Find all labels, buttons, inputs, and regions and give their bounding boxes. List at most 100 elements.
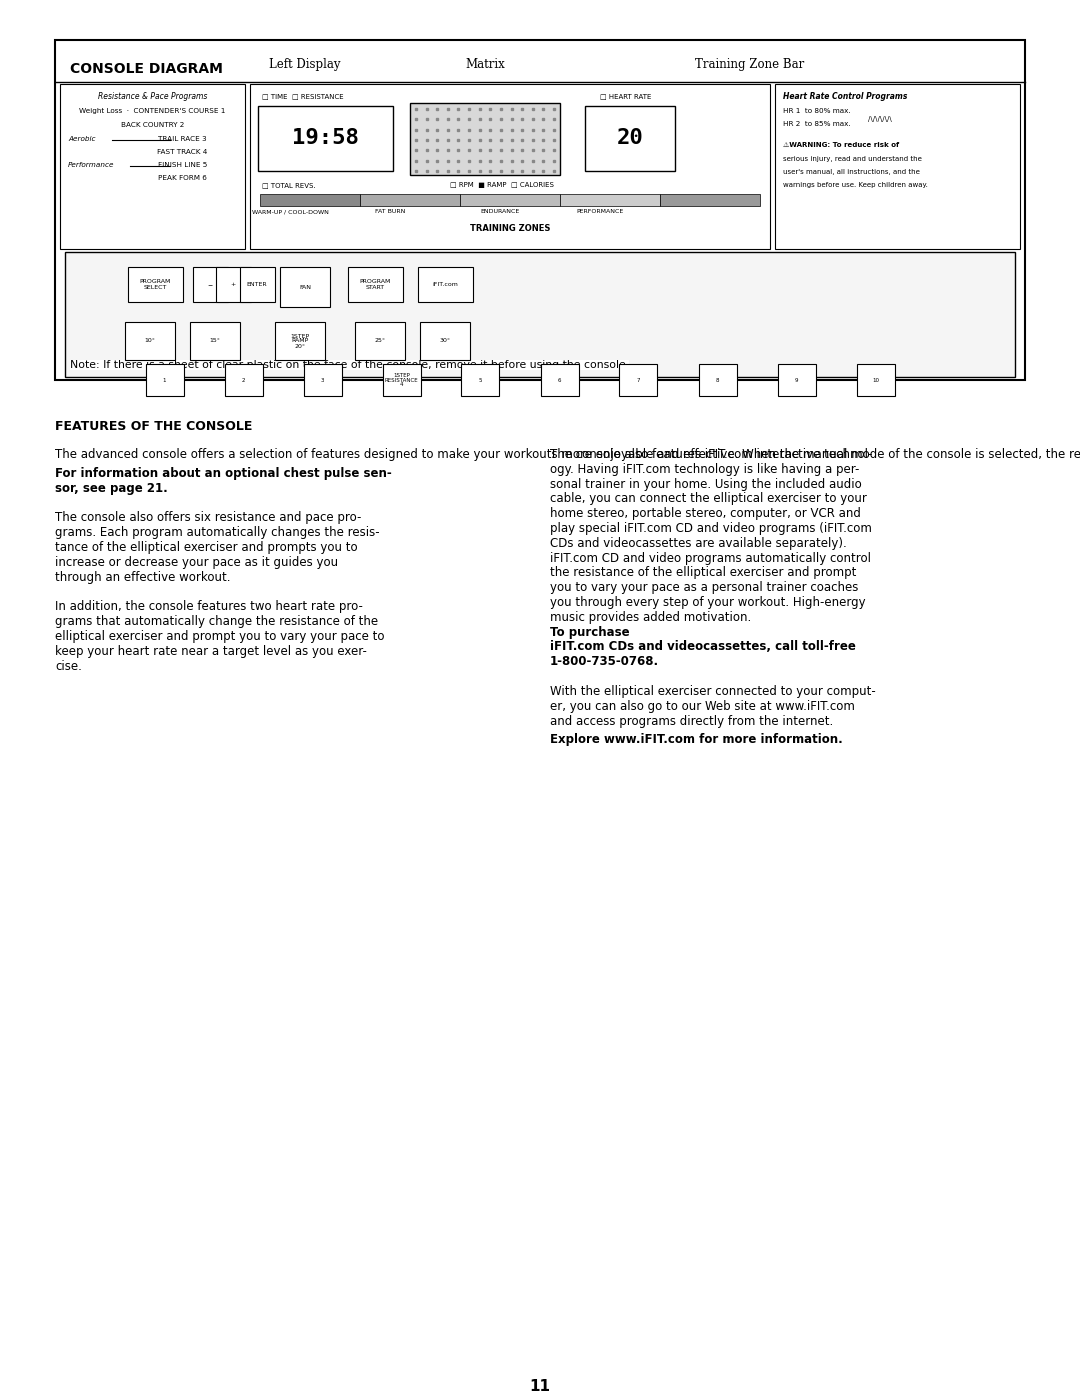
Bar [216, 267, 251, 302]
Bar [382, 365, 420, 395]
Text: Aerobic: Aerobic [68, 136, 95, 142]
Text: 9: 9 [795, 377, 798, 383]
Text: 5: 5 [478, 377, 483, 383]
Text: PROGRAM
START: PROGRAM START [360, 279, 391, 291]
Text: The console also offers six resistance and pace pro-: The console also offers six resistance a… [55, 511, 362, 524]
Text: Weight Loss  ·  CONTENDER'S COURSE 1: Weight Loss · CONTENDER'S COURSE 1 [79, 108, 226, 115]
Text: □ TIME  □ RESISTANCE: □ TIME □ RESISTANCE [262, 94, 343, 99]
Text: 8: 8 [716, 377, 719, 383]
Text: 10: 10 [872, 377, 879, 383]
Bar [355, 321, 405, 360]
Text: With the elliptical exerciser connected to your comput-: With the elliptical exerciser connected … [550, 685, 876, 698]
Text: ⚠WARNING: To reduce risk of: ⚠WARNING: To reduce risk of [783, 142, 900, 148]
Text: FAST TRACK 4: FAST TRACK 4 [158, 149, 207, 155]
Text: 1STEP
RAMP
20°: 1STEP RAMP 20° [291, 334, 310, 348]
Text: elliptical exerciser and prompt you to vary your pace to: elliptical exerciser and prompt you to v… [55, 630, 384, 643]
Text: 30°: 30° [440, 338, 450, 344]
Text: home stereo, portable stereo, computer, or VCR and: home stereo, portable stereo, computer, … [550, 507, 861, 520]
Text: PEAK FORM 6: PEAK FORM 6 [158, 175, 207, 182]
Text: WARM-UP / COOL-DOWN: WARM-UP / COOL-DOWN [252, 210, 328, 214]
Text: PERFORMANCE: PERFORMANCE [577, 210, 623, 214]
Bar [540, 365, 579, 395]
Bar [410, 103, 561, 175]
Text: FEATURES OF THE CONSOLE: FEATURES OF THE CONSOLE [55, 420, 253, 433]
Text: −: − [207, 282, 213, 286]
Bar [561, 194, 660, 205]
Text: FAN: FAN [299, 285, 311, 289]
Bar [60, 84, 245, 249]
Text: 2: 2 [242, 377, 245, 383]
Text: 1-800-735-0768.: 1-800-735-0768. [550, 655, 659, 668]
Text: CDs and videocassettes are available separately).: CDs and videocassettes are available sep… [550, 536, 847, 550]
Text: 3: 3 [321, 377, 324, 383]
Text: □ HEART RATE: □ HEART RATE [600, 94, 651, 99]
Text: □ TOTAL REVS.: □ TOTAL REVS. [262, 182, 315, 189]
Text: increase or decrease your pace as it guides you: increase or decrease your pace as it gui… [55, 556, 338, 569]
Text: cise.: cise. [55, 659, 82, 672]
Text: Matrix: Matrix [465, 59, 504, 71]
Bar [225, 365, 262, 395]
Text: through an effective workout.: through an effective workout. [55, 570, 230, 584]
Text: The console also features iFIT.com interactive technol-: The console also features iFIT.com inter… [550, 448, 873, 461]
Text: iFIT.com: iFIT.com [432, 282, 458, 286]
Text: 1: 1 [163, 377, 166, 383]
Bar [418, 267, 473, 302]
Text: HR 1  to 80% max.: HR 1 to 80% max. [783, 108, 851, 115]
Bar [360, 194, 460, 205]
Text: 20: 20 [617, 129, 644, 148]
Text: 15°: 15° [210, 338, 220, 344]
Bar [461, 365, 499, 395]
Text: grams. Each program automatically changes the resis-: grams. Each program automatically change… [55, 527, 380, 539]
Text: Training Zone Bar: Training Zone Bar [696, 59, 805, 71]
Bar [620, 365, 658, 395]
Bar [280, 267, 330, 307]
Text: user's manual, all instructions, and the: user's manual, all instructions, and the [783, 169, 920, 175]
Text: and access programs directly from the internet.: and access programs directly from the in… [550, 715, 834, 728]
Text: TRAINING ZONES: TRAINING ZONES [470, 224, 550, 233]
Text: In addition, the console features two heart rate pro-: In addition, the console features two he… [55, 601, 363, 613]
Bar [125, 321, 175, 360]
Bar [260, 194, 360, 205]
Text: 7: 7 [637, 377, 640, 383]
Text: 6: 6 [557, 377, 562, 383]
Text: +: + [230, 282, 235, 286]
Bar [190, 321, 240, 360]
Text: Explore www.iFIT.com for more information.: Explore www.iFIT.com for more informatio… [550, 733, 842, 746]
Bar [192, 267, 228, 302]
Bar [146, 365, 184, 395]
Text: 11: 11 [529, 1379, 551, 1394]
Bar [699, 365, 737, 395]
Text: PROGRAM
SELECT: PROGRAM SELECT [139, 279, 171, 291]
Bar [275, 321, 325, 360]
Text: FAT BURN: FAT BURN [375, 210, 405, 214]
Text: warnings before use. Keep children away.: warnings before use. Keep children away. [783, 182, 928, 189]
Bar [303, 365, 341, 395]
Text: sor, see page 21.: sor, see page 21. [55, 482, 167, 495]
Text: Performance: Performance [68, 162, 114, 168]
Text: keep your heart rate near a target level as you exer-: keep your heart rate near a target level… [55, 645, 367, 658]
Text: cable, you can connect the elliptical exerciser to your: cable, you can connect the elliptical ex… [550, 492, 867, 506]
Text: serious injury, read and understand the: serious injury, read and understand the [783, 156, 922, 162]
Text: To purchase: To purchase [550, 626, 630, 638]
Text: you through every step of your workout. High-energy: you through every step of your workout. … [550, 597, 866, 609]
Bar [65, 251, 1015, 377]
Text: iFIT.com CD and video programs automatically control: iFIT.com CD and video programs automatic… [550, 552, 870, 564]
Bar [660, 194, 760, 205]
Bar [127, 267, 183, 302]
Text: /\/\/\/\/\: /\/\/\/\/\ [868, 116, 892, 122]
Text: TRAIL RACE 3: TRAIL RACE 3 [158, 136, 206, 142]
Text: Left Display: Left Display [269, 59, 341, 71]
Text: music provides added motivation.: music provides added motivation. [550, 610, 752, 624]
Text: grams that automatically change the resistance of the: grams that automatically change the resi… [55, 615, 378, 629]
Bar [778, 365, 815, 395]
Bar [258, 106, 393, 170]
Text: you to vary your pace as a personal trainer coaches: you to vary your pace as a personal trai… [550, 581, 859, 594]
Bar [240, 267, 274, 302]
Bar [585, 106, 675, 170]
Bar [249, 84, 770, 249]
Text: play special iFIT.com CD and video programs (iFIT.com: play special iFIT.com CD and video progr… [550, 522, 872, 535]
Text: ENDURANCE: ENDURANCE [481, 210, 519, 214]
Text: □ RPM  ■ RAMP  □ CALORIES: □ RPM ■ RAMP □ CALORIES [450, 182, 554, 189]
Bar [348, 267, 403, 302]
Text: tance of the elliptical exerciser and prompts you to: tance of the elliptical exerciser and pr… [55, 541, 357, 555]
